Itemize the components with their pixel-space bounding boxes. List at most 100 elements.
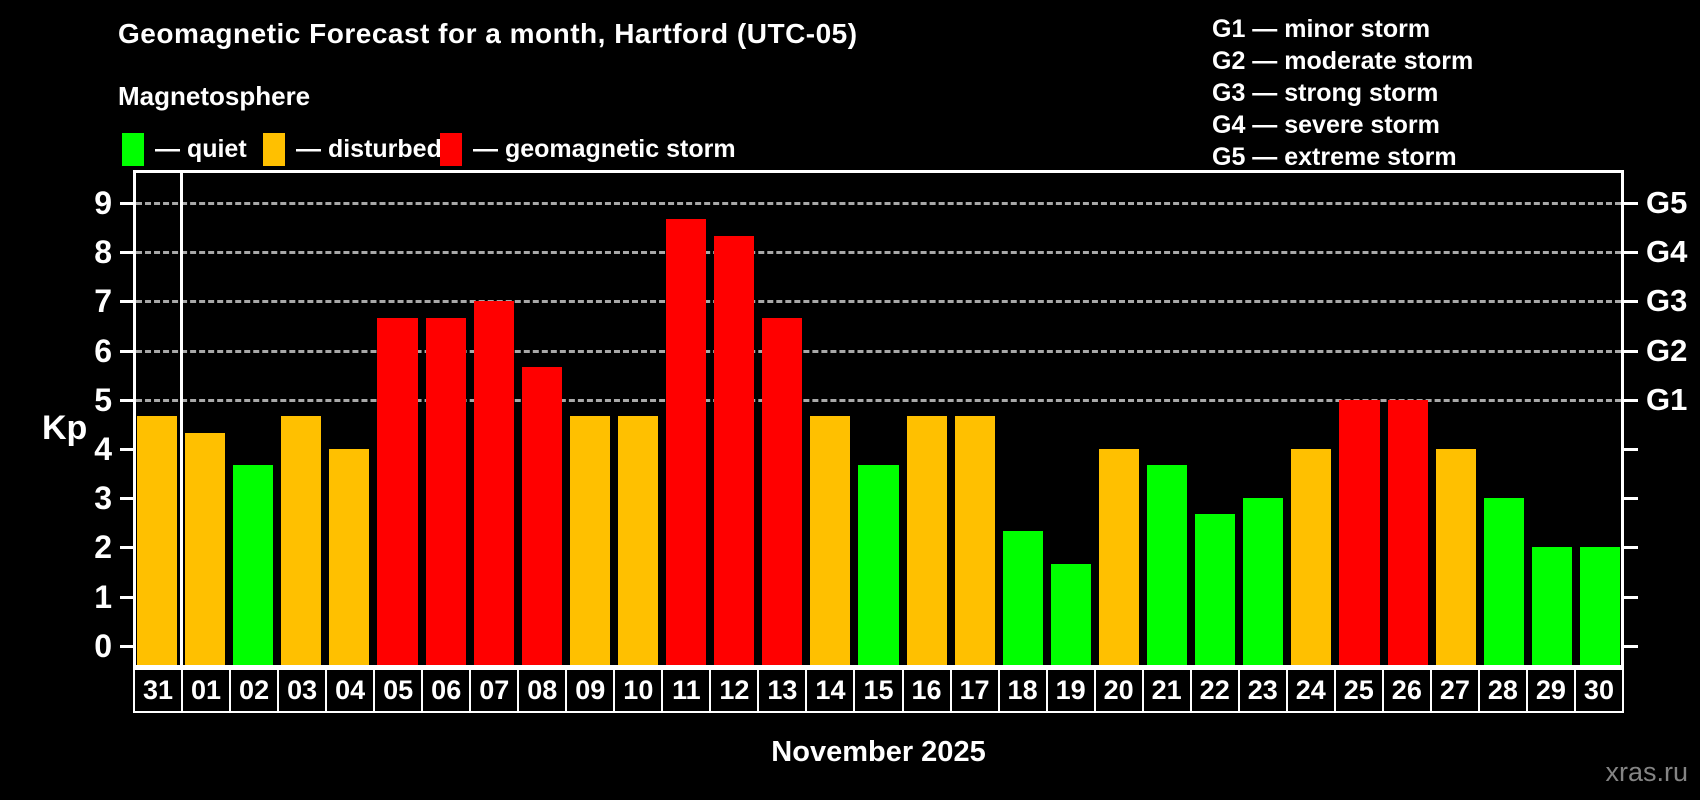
day-label-08: 08 — [517, 668, 568, 713]
day-label-12: 12 — [709, 668, 760, 713]
bar-day-27 — [1435, 449, 1476, 668]
bar-day-13 — [762, 317, 803, 668]
bar-day-20 — [1098, 449, 1140, 668]
y-axis-tick-label-7: 7 — [94, 283, 112, 320]
day-label-07: 07 — [469, 668, 520, 713]
y-axis-tick-2 — [120, 546, 133, 550]
bar-day-31 — [137, 416, 178, 668]
y-axis-tick-0 — [120, 644, 133, 648]
day-label-20: 20 — [1093, 668, 1144, 713]
day-label-27: 27 — [1429, 668, 1480, 713]
watermark: xras.ru — [1605, 757, 1688, 787]
y-axis-label: Kp — [42, 409, 88, 447]
bar-day-28 — [1483, 498, 1524, 668]
right-axis-label-g4: G4 — [1646, 234, 1688, 270]
page-title: Geomagnetic Forecast for a month, Hartfo… — [118, 18, 858, 49]
bar-day-05 — [377, 317, 418, 668]
day-label-01: 01 — [181, 668, 232, 713]
bar-day-15 — [858, 465, 899, 668]
day-label-03: 03 — [277, 668, 328, 713]
bar-day-23 — [1243, 498, 1284, 668]
right-axis-tick-9 — [1624, 201, 1638, 205]
legend-swatch-disturbed-icon — [263, 133, 285, 166]
day-label-05: 05 — [373, 668, 424, 713]
legend-swatch-quiet-icon — [122, 133, 144, 166]
right-axis-tick-4 — [1624, 448, 1638, 452]
bar-day-22 — [1195, 514, 1236, 668]
bar-day-11 — [666, 219, 707, 668]
bar-day-08 — [521, 366, 562, 668]
right-axis-label-g2: G2 — [1646, 332, 1688, 368]
gridline-kp-9 — [136, 201, 1621, 205]
storm-scale-item-g3: G3 — strong storm — [1212, 79, 1439, 107]
bar-day-24 — [1291, 449, 1332, 668]
bar-day-12 — [714, 235, 755, 668]
y-axis-tick-9 — [120, 201, 133, 205]
legend-label-storm: — geomagnetic storm — [473, 135, 736, 163]
day-label-25: 25 — [1333, 668, 1384, 713]
day-label-11: 11 — [661, 668, 712, 713]
bar-day-14 — [810, 416, 851, 668]
day-label-15: 15 — [853, 668, 904, 713]
right-axis-tick-3 — [1624, 497, 1638, 501]
day-label-10: 10 — [613, 668, 664, 713]
bar-day-25 — [1339, 399, 1380, 668]
month-separator-line — [180, 170, 184, 668]
y-axis-tick-label-1: 1 — [94, 578, 112, 615]
bar-day-17 — [954, 416, 995, 668]
day-label-17: 17 — [949, 668, 1000, 713]
right-axis-tick-6 — [1624, 349, 1638, 353]
storm-scale-item-g1: G1 — minor storm — [1212, 15, 1431, 43]
day-label-22: 22 — [1189, 668, 1240, 713]
day-label-13: 13 — [757, 668, 808, 713]
chart-subtitle: Magnetosphere — [118, 81, 311, 111]
y-axis-tick-label-3: 3 — [94, 480, 112, 517]
bar-day-29 — [1531, 547, 1572, 668]
day-label-29: 29 — [1525, 668, 1576, 713]
right-axis-tick-0 — [1624, 644, 1638, 648]
bar-day-16 — [906, 416, 947, 668]
bar-day-21 — [1147, 465, 1188, 668]
y-axis-tick-4 — [120, 448, 133, 452]
day-label-24: 24 — [1285, 668, 1336, 713]
day-label-26: 26 — [1381, 668, 1432, 713]
bar-day-18 — [1002, 531, 1043, 668]
y-axis-tick-label-4: 4 — [94, 431, 112, 468]
plot-frame — [133, 170, 1624, 668]
gridline-kp-5 — [136, 398, 1621, 402]
right-axis-label-g3: G3 — [1646, 283, 1688, 319]
day-label-14: 14 — [805, 668, 856, 713]
bar-day-09 — [569, 416, 610, 668]
y-axis-tick-5 — [120, 398, 133, 402]
day-label-30: 30 — [1573, 668, 1624, 713]
right-axis-label-g1: G1 — [1646, 381, 1688, 417]
bar-day-01 — [185, 432, 226, 668]
day-label-02: 02 — [229, 668, 280, 713]
right-axis-tick-7 — [1624, 300, 1638, 304]
storm-scale-legend: G1 — minor storm G2 — moderate storm G3 … — [1212, 13, 1473, 173]
day-label-19: 19 — [1045, 668, 1096, 713]
bar-day-02 — [233, 465, 274, 668]
y-axis-tick-7 — [120, 300, 133, 304]
day-label-09: 09 — [565, 668, 616, 713]
y-axis-tick-1 — [120, 595, 133, 599]
day-label-31: 31 — [133, 668, 184, 713]
gridline-kp-7 — [136, 300, 1621, 304]
x-axis-label: November 2025 — [771, 736, 986, 768]
day-label-23: 23 — [1237, 668, 1288, 713]
bar-day-26 — [1387, 399, 1428, 668]
gridline-kp-8 — [136, 251, 1621, 255]
legend-label-quiet: — quiet — [155, 135, 247, 163]
bar-day-06 — [425, 317, 466, 668]
right-axis-tick-2 — [1624, 546, 1638, 550]
y-axis-tick-label-0: 0 — [94, 627, 112, 664]
y-axis-tick-label-9: 9 — [94, 184, 112, 221]
y-axis-tick-label-5: 5 — [94, 381, 112, 418]
bar-day-30 — [1579, 547, 1620, 668]
y-axis-tick-label-6: 6 — [94, 332, 112, 369]
right-axis-tick-5 — [1624, 398, 1638, 402]
gridline-kp-6 — [136, 349, 1621, 353]
legend-swatch-storm-icon — [440, 133, 462, 166]
bar-day-19 — [1050, 563, 1091, 668]
